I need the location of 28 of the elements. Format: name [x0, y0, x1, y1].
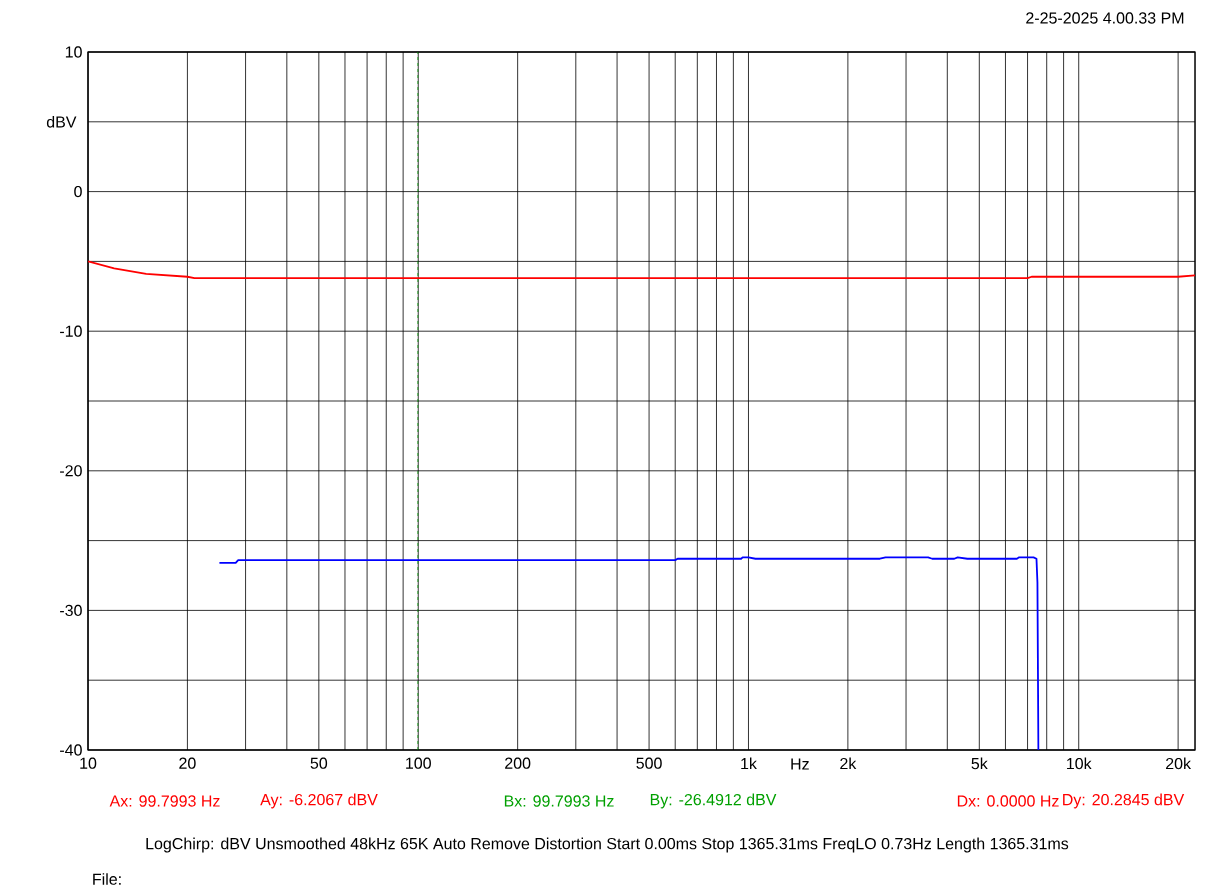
- y-tick-label: -30: [60, 604, 82, 617]
- x-tick-label: 1k: [741, 757, 757, 770]
- x-tick-label: 5k: [971, 757, 988, 770]
- x-tick-label: 50: [310, 757, 328, 769]
- x-tick-label: 500: [636, 757, 662, 769]
- x-tick-label: 10: [80, 757, 97, 769]
- y-tick-label: -40: [60, 744, 82, 756]
- text: Ax: 99.7993 Hz: [109, 795, 220, 807]
- x-axis-title: Hz: [791, 758, 809, 770]
- x-tick-label: 200: [505, 757, 531, 769]
- x-tick-label: 20: [179, 757, 196, 769]
- x-tick-label: 10k: [1067, 757, 1092, 770]
- x-tick-label: 2k: [840, 757, 857, 770]
- text: Ay: -6.2067 dBV: [260, 793, 378, 809]
- y-tick-label: 10: [65, 46, 82, 58]
- x-tick-label: 20k: [1166, 757, 1192, 770]
- text: Dx: 0.0000 Hz: [957, 795, 1059, 807]
- text: Bx: 99.7993 Hz: [504, 795, 614, 807]
- x-tick-label: 100: [406, 757, 431, 769]
- y-tick-label: -20: [60, 465, 82, 477]
- y-tick-label: -10: [60, 325, 82, 337]
- text: By: -26.4912 dBV: [650, 793, 777, 809]
- y-tick-label: 0: [74, 185, 82, 198]
- text: Dy: 20.2845 dBV: [1063, 793, 1185, 809]
- text: LogChirp: dBV Unsmoothed 48kHz 65K Auto Remove Distortion Start 0.00ms Stop 1365.31ms FreqLO 0.73Hz Length 1365.31ms: [146, 837, 1069, 853]
- text: File:: [93, 873, 121, 885]
- y-axis-title: dBV: [46, 115, 77, 128]
- text: 2-25-2025 4.00.33 PM: [1026, 12, 1184, 24]
